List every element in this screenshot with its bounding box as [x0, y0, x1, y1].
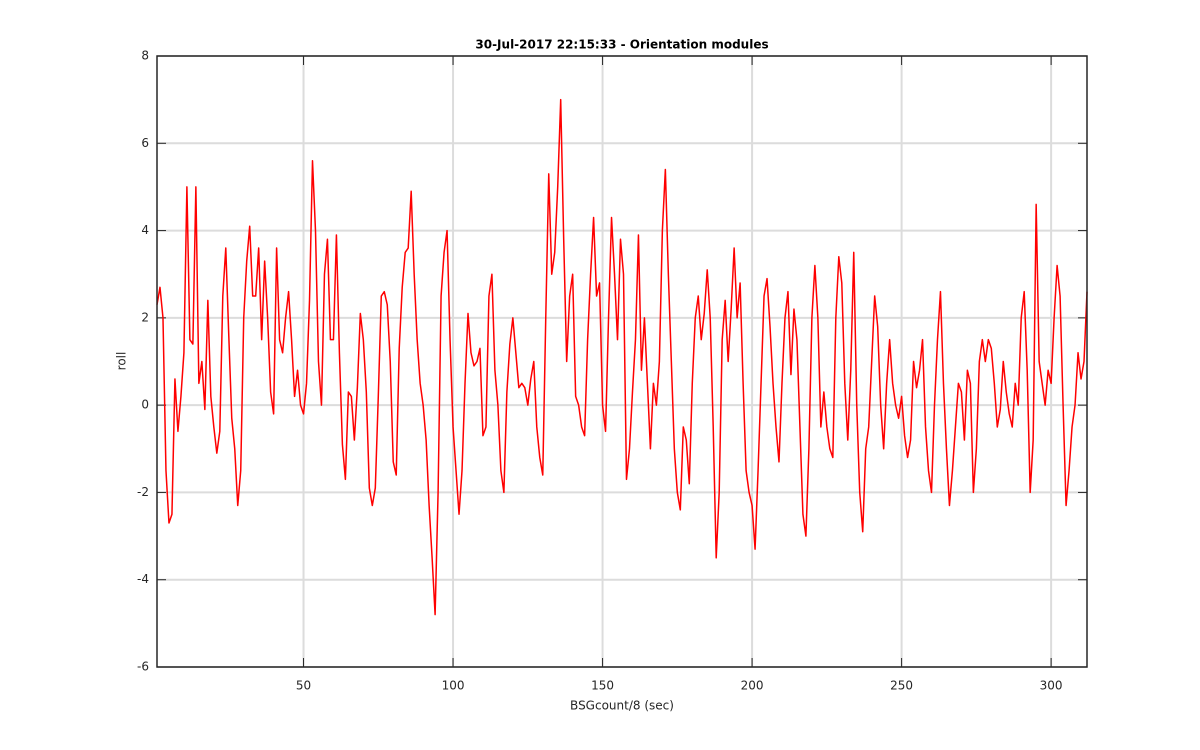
x-tick-label: 250: [890, 679, 913, 693]
y-tick-label: 2: [141, 310, 149, 324]
y-tick-label: -6: [137, 660, 149, 674]
x-tick-label: 100: [442, 679, 465, 693]
y-tick-label: 0: [141, 398, 149, 412]
x-tick-label: 50: [296, 679, 311, 693]
x-tick-label: 150: [591, 679, 614, 693]
axes-box: [156, 55, 1088, 668]
y-tick-label: -2: [137, 485, 149, 499]
y-tick-label: 4: [141, 223, 149, 237]
chart-title: 30-Jul-2017 22:15:33 - Orientation modul…: [475, 38, 768, 52]
x-axis-label: BSGcount/8 (sec): [570, 699, 674, 713]
x-tick-label: 200: [741, 679, 764, 693]
y-axis-label: roll: [115, 352, 129, 371]
x-tick-label: 300: [1040, 679, 1063, 693]
y-tick-label: 6: [141, 136, 149, 150]
y-tick-label: 8: [141, 49, 149, 63]
y-tick-label: -4: [137, 572, 149, 586]
data-line: [156, 98, 1088, 616]
